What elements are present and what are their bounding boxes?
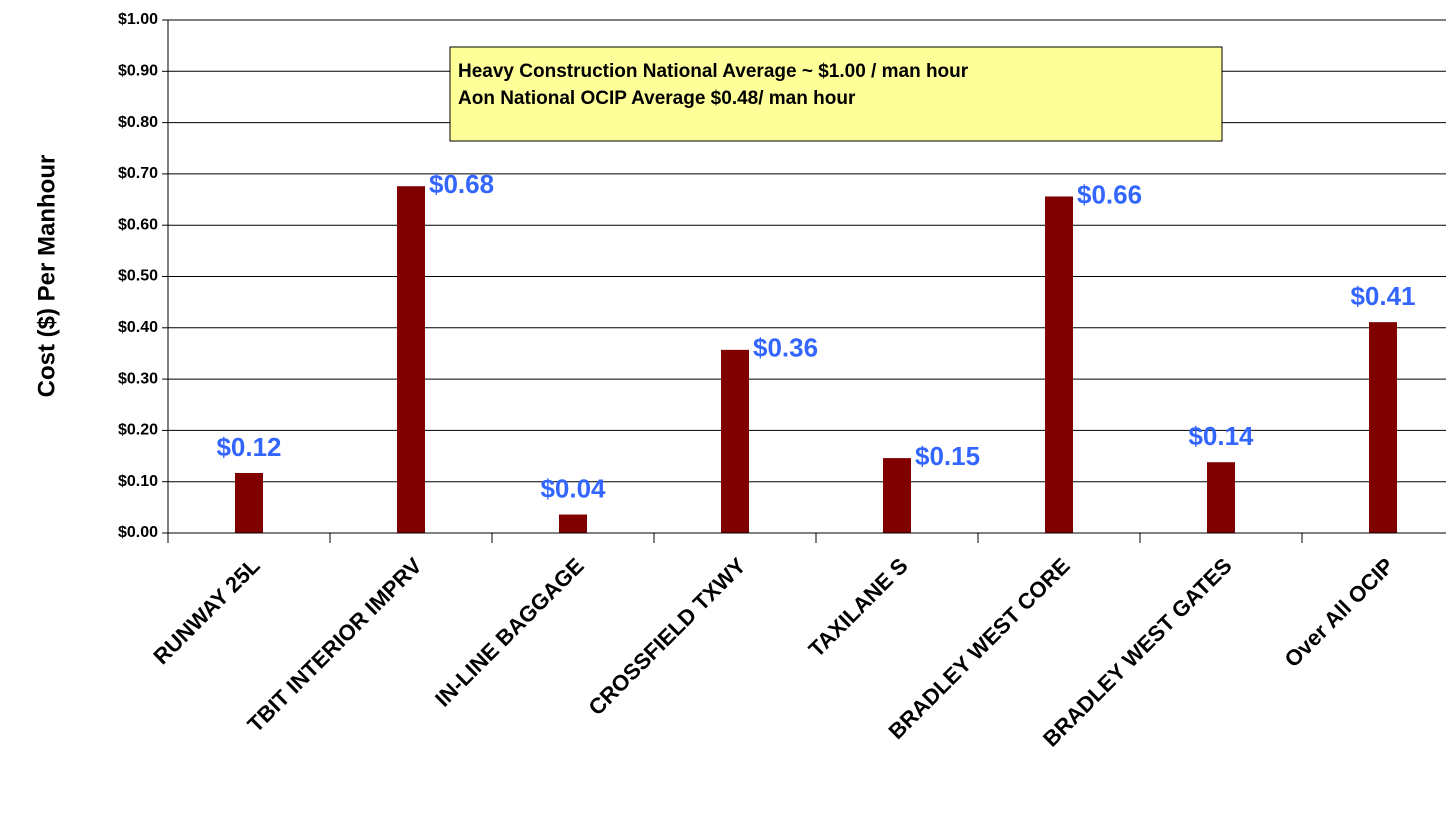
y-tick-label: $0.70 xyxy=(118,165,158,182)
y-tick-label: $0.20 xyxy=(118,422,158,439)
x-tick-label: CROSSFIELD TXWY xyxy=(583,553,750,720)
value-label: $0.41 xyxy=(1350,281,1415,311)
x-tick-label: TBIT INTERIOR IMPRV xyxy=(242,553,426,737)
bar xyxy=(235,472,263,533)
x-tick-label: RUNWAY 25L xyxy=(148,553,264,669)
x-tick-label: BRADLEY WEST CORE xyxy=(884,553,1075,744)
value-label: $0.68 xyxy=(429,169,494,199)
bar xyxy=(1369,322,1397,533)
x-tick-label: BRADLEY WEST GATES xyxy=(1038,553,1237,752)
y-tick-label: $0.10 xyxy=(118,473,158,490)
value-label: $0.66 xyxy=(1077,179,1142,209)
value-label: $0.14 xyxy=(1188,421,1254,451)
value-label: $0.04 xyxy=(540,473,606,503)
y-tick-label: $0.30 xyxy=(118,370,158,387)
y-axis-label: Cost ($) Per Manhour xyxy=(33,155,60,398)
y-tick-label: $0.00 xyxy=(118,524,158,541)
annotation: Aon National OCIP Average $0.48/ man hou… xyxy=(458,88,856,109)
y-tick-label: $0.90 xyxy=(118,63,158,80)
y-tick-label: $0.60 xyxy=(118,216,158,233)
bar xyxy=(883,458,911,533)
bar xyxy=(1045,196,1073,534)
bar xyxy=(559,514,587,533)
x-tick-label: Over All OCIP xyxy=(1280,553,1399,672)
y-tick-label: $0.40 xyxy=(118,319,158,336)
value-label: $0.36 xyxy=(753,333,818,363)
bar xyxy=(1207,462,1235,533)
x-tick-label: TAXILANE S xyxy=(804,553,913,662)
value-label: $0.12 xyxy=(216,432,281,462)
y-tick-label: $0.50 xyxy=(118,268,158,285)
y-tick-label: $1.00 xyxy=(118,11,158,28)
x-tick-label: IN-LINE BAGGAGE xyxy=(430,553,589,712)
value-label: $0.15 xyxy=(915,441,980,471)
bar xyxy=(721,349,749,533)
annotation: Heavy Construction National Average ~ $1… xyxy=(458,61,969,82)
bar xyxy=(397,186,425,533)
y-tick-label: $0.80 xyxy=(118,114,158,131)
annotation-box xyxy=(449,46,1223,142)
